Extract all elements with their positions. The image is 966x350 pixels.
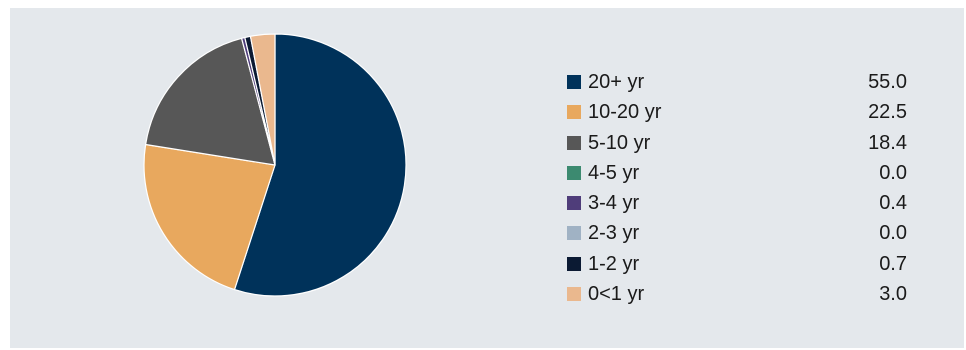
legend-value: 0.0 — [879, 222, 907, 245]
legend-value: 55.0 — [868, 71, 907, 93]
legend-swatch — [567, 226, 581, 241]
legend-value: 18.4 — [868, 131, 907, 154]
legend-label: 2-3 yr — [588, 222, 640, 245]
legend-item: 20+ yr 55.0 — [567, 70, 907, 100]
legend-swatch — [567, 75, 581, 89]
legend-item: 4-5 yr 0.0 — [567, 161, 907, 191]
pie-slice-5-10-yr — [145, 37, 276, 166]
legend-value: 3.0 — [879, 283, 907, 306]
legend-swatch — [567, 135, 581, 150]
pie-chart — [143, 33, 407, 297]
legend-swatch — [567, 196, 581, 211]
legend-item: 1-2 yr 0.7 — [567, 252, 907, 282]
legend: 20+ yr 55.0 10-20 yr 22.5 5-10 yr 18.4 4-5 yr 0… — [567, 70, 907, 312]
legend-item: 2-3 yr 0.0 — [567, 221, 907, 251]
legend-swatch — [567, 105, 581, 120]
legend-label: 4-5 yr — [588, 161, 640, 184]
legend-label: 1-2 yr — [588, 252, 640, 275]
pie-slice-20-yr — [233, 33, 407, 297]
pie-slice-10-20-yr — [143, 143, 276, 291]
legend-swatch — [567, 165, 581, 180]
legend-item: 10-20 yr 22.5 — [567, 100, 907, 130]
legend-label: 10-20 yr — [588, 101, 662, 124]
legend-label: 20+ yr — [588, 71, 645, 93]
legend-value: 0.0 — [879, 161, 907, 184]
legend-label: 3-4 yr — [588, 192, 640, 215]
legend-item: 5-10 yr 18.4 — [567, 131, 907, 161]
legend-value: 0.7 — [879, 252, 907, 275]
pie-slice-0-1-yr — [249, 33, 276, 166]
legend-value: 0.4 — [879, 192, 907, 215]
legend-value: 22.5 — [868, 101, 907, 124]
legend-item: 0<1 yr 3.0 — [567, 282, 907, 312]
chart-panel: 20+ yr 55.0 10-20 yr 22.5 5-10 yr 18.4 4-5 yr 0… — [10, 8, 964, 348]
legend-label: 5-10 yr — [588, 131, 651, 154]
legend-label: 0<1 yr — [588, 283, 645, 306]
legend-swatch — [567, 256, 581, 271]
legend-item: 3-4 yr 0.4 — [567, 191, 907, 221]
legend-swatch — [567, 287, 581, 302]
